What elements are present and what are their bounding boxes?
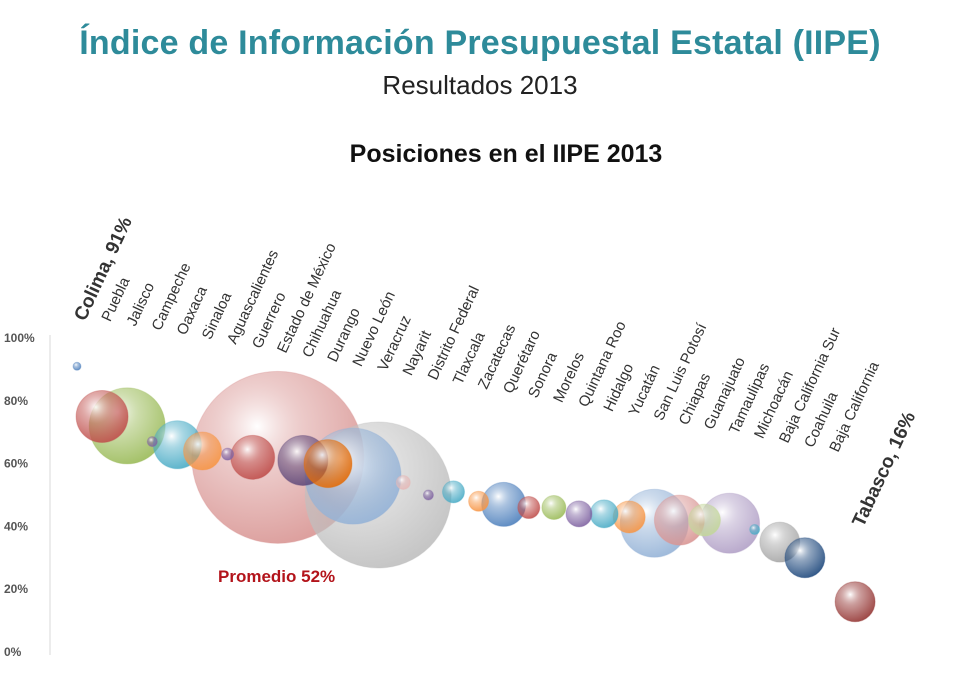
category-label: Tabasco, 16% xyxy=(849,409,921,531)
bubble-nayarit xyxy=(395,474,411,490)
bubble-colima xyxy=(72,361,82,371)
bubble-tabasco xyxy=(834,581,876,623)
bubble-aguascalientes xyxy=(221,447,235,461)
bubble-hidalgo xyxy=(589,499,619,529)
bubble-coahuila xyxy=(784,537,826,579)
y-tick-label: 40% xyxy=(4,519,28,533)
page-subtitle: Resultados 2013 xyxy=(382,70,578,100)
bubble-guanajuato xyxy=(688,503,721,537)
bubble-quintana-roo xyxy=(565,500,593,528)
bubble-sonora xyxy=(517,496,541,520)
bubble-guerrero xyxy=(230,434,276,480)
bubble-michoac-n xyxy=(749,524,761,536)
y-tick-label: 20% xyxy=(4,582,28,596)
bubble-morelos xyxy=(541,495,567,521)
bubble-puebla xyxy=(75,390,129,443)
bubble-distrito-federal xyxy=(422,489,434,501)
bubble-campeche xyxy=(146,436,158,448)
bubble-zacatecas xyxy=(468,490,490,512)
bubble-tlaxcala xyxy=(442,480,465,504)
bubble-sinaloa xyxy=(183,431,222,471)
y-tick-label: 0% xyxy=(4,645,22,659)
bubble-layer xyxy=(72,361,876,623)
bubble-durango xyxy=(303,439,353,489)
y-tick-label: 60% xyxy=(4,457,28,471)
average-annotation: Promedio 52% xyxy=(218,567,335,586)
chart-title: Posiciones en el IIPE 2013 xyxy=(349,140,663,168)
page-title: Índice de Información Presupuestal Estat… xyxy=(79,24,881,62)
y-tick-label: 80% xyxy=(4,394,28,408)
y-tick-label: 100% xyxy=(4,331,35,345)
y-axis-ticks: 0% 20% 40% 60% 80% 100% xyxy=(4,331,35,659)
